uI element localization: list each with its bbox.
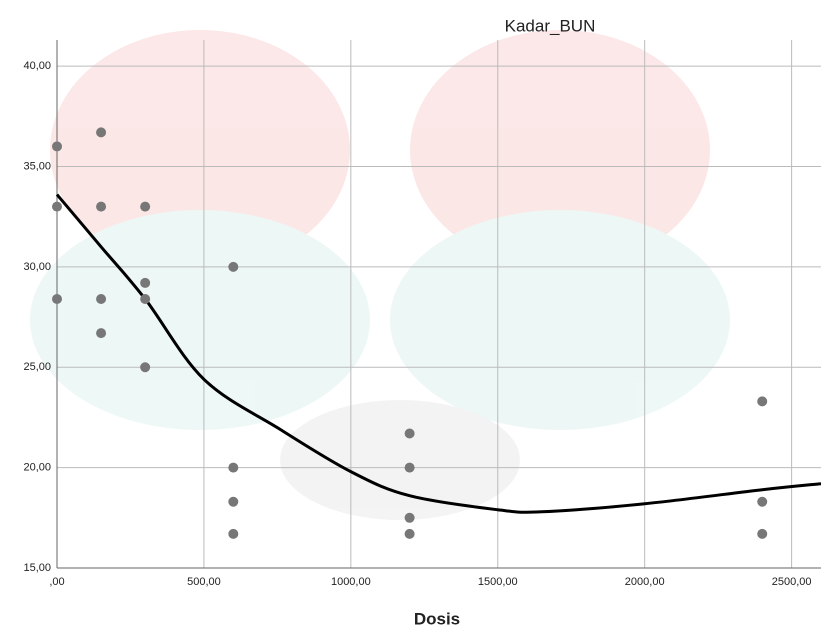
x-axis-label: Dosis — [414, 609, 460, 628]
point — [140, 294, 150, 304]
x-tick-label: 2500,00 — [772, 576, 812, 588]
point — [96, 294, 106, 304]
point — [405, 513, 415, 523]
point — [405, 529, 415, 539]
watermark — [30, 30, 730, 520]
point — [140, 362, 150, 372]
point — [757, 529, 767, 539]
x-tick-label: 2000,00 — [625, 576, 665, 588]
point — [757, 497, 767, 507]
point — [228, 497, 238, 507]
point — [140, 278, 150, 288]
point — [228, 463, 238, 473]
x-tick-label: 1000,00 — [331, 576, 371, 588]
point — [96, 127, 106, 137]
x-tick-label: ,00 — [49, 576, 64, 588]
point — [228, 529, 238, 539]
point — [52, 141, 62, 151]
point — [52, 202, 62, 212]
point — [757, 396, 767, 406]
y-tick-label: 30,00 — [23, 261, 51, 273]
y-tick-label: 15,00 — [23, 562, 51, 574]
x-tick-label: 500,00 — [187, 576, 221, 588]
y-tick-label: 20,00 — [23, 462, 51, 474]
chart-title: Kadar_BUN — [505, 16, 596, 35]
point — [228, 262, 238, 272]
y-tick-label: 25,00 — [23, 361, 51, 373]
point — [405, 463, 415, 473]
point — [405, 428, 415, 438]
point — [96, 202, 106, 212]
x-tick-label: 1500,00 — [478, 576, 518, 588]
y-tick-label: 35,00 — [23, 160, 51, 172]
y-tick-label: 40,00 — [23, 60, 51, 72]
point — [52, 294, 62, 304]
point — [140, 202, 150, 212]
chart: Kadar_BUN Dosis 15,00 20,00 25,00 30,00 35,0… — [0, 0, 821, 630]
point — [96, 328, 106, 338]
